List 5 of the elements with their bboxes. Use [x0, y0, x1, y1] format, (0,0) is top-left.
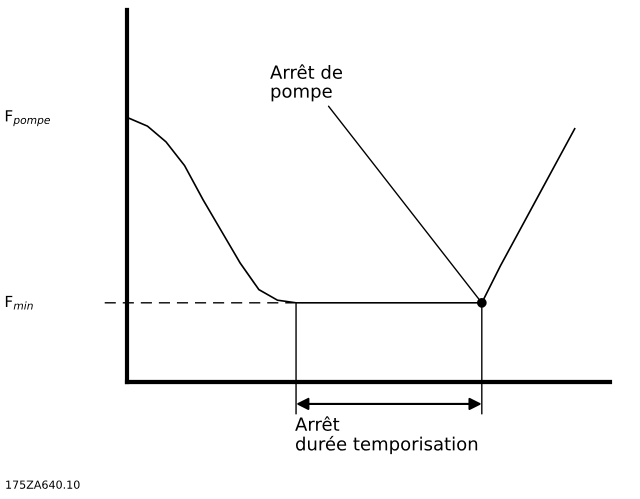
text: Arrêt de pompe: [270, 64, 342, 102]
ref-line-label: F$_{min}$: [6, 296, 33, 310]
text: Arrêt durée temporisation: [295, 416, 478, 454]
text: F$_{pompe}$: [6, 110, 50, 126]
text: 175ZA640.10: [6, 480, 80, 489]
